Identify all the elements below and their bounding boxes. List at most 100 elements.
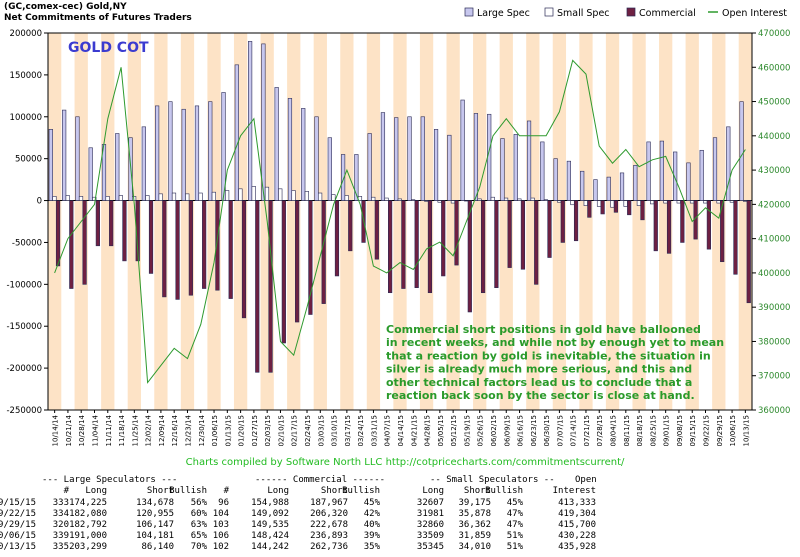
x-tick-label: 11/04/14 [91, 414, 99, 446]
bar-small-spec [636, 200, 641, 206]
bar-large-spec [646, 141, 651, 201]
table-cell: 70% [190, 542, 207, 552]
table-cell: 182,792 [69, 520, 107, 530]
table-cell: 320 [52, 520, 69, 530]
legend-swatch [626, 7, 636, 17]
legend-swatch [464, 7, 474, 17]
table-column-header: Interest [552, 486, 596, 496]
bar-commercial [560, 200, 565, 243]
bar-commercial [215, 200, 220, 291]
table-cell: 104 [212, 509, 229, 519]
bar-commercial [295, 200, 300, 323]
x-tick-label: 06/09/15 [503, 415, 511, 446]
x-tick-label: 08/25/15 [649, 415, 657, 446]
bar-large-spec [181, 108, 186, 201]
bar-commercial [733, 200, 738, 275]
x-tick-label: 08/04/15 [610, 415, 618, 446]
bar-commercial [255, 200, 260, 373]
table-cell: 102 [212, 542, 229, 552]
bar-small-spec [410, 199, 416, 201]
x-tick-label: 08/18/15 [636, 415, 644, 446]
bar-commercial [653, 200, 658, 252]
bar-large-spec [221, 92, 226, 201]
chart-credit: Charts compiled by Software North LLC ht… [186, 457, 625, 468]
table-cell: 35345 [416, 542, 444, 552]
bar-small-spec [570, 200, 575, 206]
table-row-date: 10/06/15 [0, 531, 36, 541]
bar-large-spec [500, 138, 505, 201]
bar-commercial [454, 200, 459, 266]
x-tick-label: 04/14/15 [397, 415, 405, 446]
bar-large-spec [380, 112, 386, 201]
x-tick-label: 12/16/14 [171, 414, 179, 446]
bar-small-spec [676, 200, 681, 204]
annotation-line: Commercial short positions in gold have … [386, 323, 701, 336]
bar-commercial [109, 200, 114, 247]
x-tick-label: 12/30/14 [198, 414, 206, 446]
background-band [101, 33, 115, 410]
y2-tick-label: 400000 [758, 269, 790, 279]
bar-large-spec [248, 41, 253, 201]
x-tick-label: 06/02/15 [490, 415, 498, 446]
x-tick-label: 07/28/15 [596, 415, 604, 446]
table-cell: 415,700 [558, 520, 596, 530]
x-tick-label: 03/17/15 [344, 415, 352, 446]
bar-commercial [587, 200, 592, 218]
y2-tick-label: 470000 [758, 29, 790, 39]
table-cell: 35,878 [458, 509, 491, 519]
table-cell: 154,988 [251, 498, 289, 508]
bar-small-spec [543, 199, 549, 201]
bar-small-spec [450, 200, 456, 204]
table-cell: 63% [190, 520, 207, 530]
table-column-header: Long [85, 486, 107, 496]
bar-commercial [746, 200, 751, 304]
bar-commercial [666, 200, 672, 254]
bar-small-spec [65, 195, 70, 201]
bar-large-spec [261, 43, 266, 201]
chart-header-line1: (GC,comex-cec) Gold,NY [4, 2, 127, 12]
background-band [499, 33, 513, 410]
bar-large-spec [420, 116, 425, 201]
bar-small-spec [264, 186, 270, 201]
background-band [446, 33, 460, 410]
y2-tick-label: 410000 [758, 235, 790, 245]
bar-commercial [348, 200, 353, 252]
bar-large-spec [327, 137, 332, 201]
table-cell: 40% [363, 520, 380, 530]
background-band [340, 33, 354, 410]
bar-commercial [374, 200, 379, 260]
x-tick-label: 03/24/15 [357, 415, 365, 446]
bar-large-spec [141, 126, 146, 201]
y-tick-label: 50000 [15, 155, 42, 165]
bar-commercial [122, 200, 127, 262]
table-cell: 35% [363, 542, 380, 552]
table-row-date: 10/13/15 [0, 542, 36, 552]
annotation-line: other technical factors lead us to concl… [386, 376, 692, 389]
bar-large-spec [593, 179, 598, 201]
bar-small-spec [251, 186, 256, 201]
bar-small-spec [650, 200, 655, 205]
table-cell: 96 [218, 498, 229, 508]
x-tick-label: 03/31/15 [370, 415, 378, 446]
y-tick-label: 200000 [10, 29, 42, 39]
bar-small-spec [158, 193, 163, 201]
bar-large-spec [686, 162, 691, 201]
y-tick-label: -250000 [6, 406, 42, 416]
bar-small-spec [304, 191, 309, 201]
bar-commercial [321, 200, 326, 304]
x-tick-label: 12/02/14 [145, 414, 153, 446]
bar-small-spec [52, 196, 57, 201]
x-tick-label: 10/13/15 [742, 415, 750, 446]
bar-small-spec [198, 192, 203, 201]
table-cell: 36,362 [458, 520, 491, 530]
table-cell: 236,893 [310, 531, 348, 541]
background-band [366, 33, 381, 410]
bar-small-spec [92, 196, 97, 201]
x-tick-label: 05/19/15 [463, 415, 471, 446]
bar-small-spec [729, 200, 734, 203]
y2-tick-label: 460000 [758, 63, 790, 73]
legend-label: Large Spec [477, 8, 530, 19]
x-tick-label: 02/24/15 [304, 415, 312, 446]
table-cell: 39,175 [458, 498, 491, 508]
bar-commercial [627, 200, 632, 216]
